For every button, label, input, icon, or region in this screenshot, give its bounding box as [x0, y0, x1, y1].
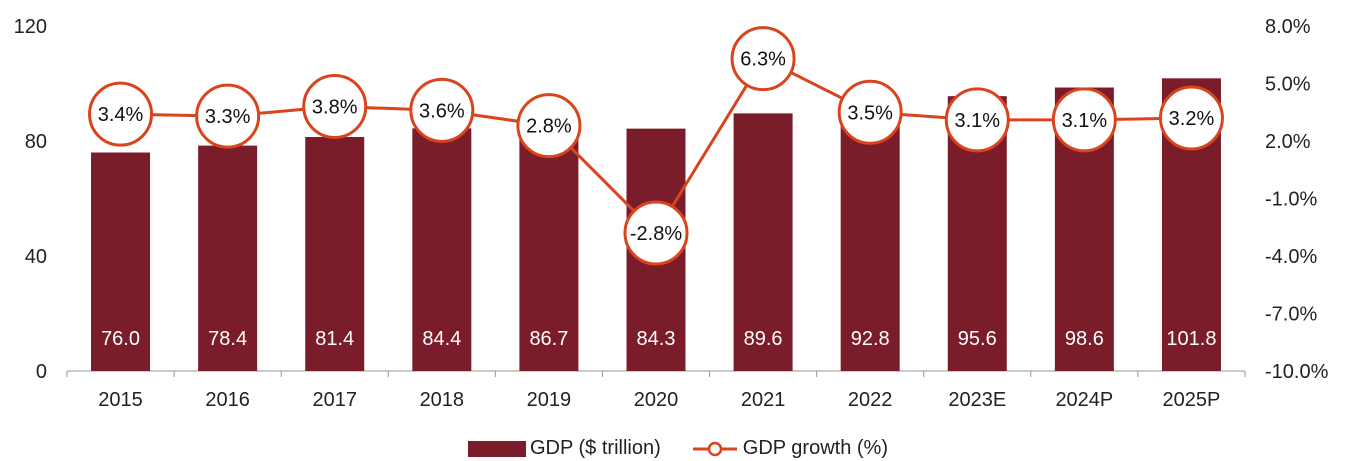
y-left-tick-label: 0: [36, 361, 47, 383]
y-right-tick-label: -4.0%: [1265, 246, 1317, 268]
x-tick-label: 2016: [205, 389, 250, 411]
growth-point: [837, 79, 903, 145]
growth-point-label: 3.1%: [1062, 110, 1108, 132]
gdp-bar-label: 81.4: [315, 328, 354, 350]
x-tick-label: 2023E: [948, 389, 1006, 411]
gdp-bar: [305, 136, 365, 371]
gdp-bar-label: 76.0: [101, 328, 140, 350]
y-right-tick-label: 5.0%: [1265, 74, 1311, 96]
legend: GDP ($ trillion) GDP growth (%): [0, 436, 1356, 461]
gdp-bar: [198, 145, 258, 371]
legend-item-gdp: GDP ($ trillion): [467, 437, 661, 460]
y-right-tick-label: -10.0%: [1265, 361, 1329, 383]
growth-point: [1051, 87, 1117, 153]
x-tick-label: 2025P: [1163, 389, 1221, 411]
gdp-bar: [519, 121, 579, 371]
legend-line-swatch: [692, 441, 737, 456]
growth-point-label: 6.3%: [740, 49, 786, 71]
gdp-bar-label: 95.6: [958, 328, 997, 350]
gdp-bar: [840, 104, 900, 371]
gdp-bar-label: 78.4: [208, 328, 247, 350]
growth-point-label: 3.1%: [954, 110, 1000, 132]
legend-item-growth: GDP growth (%): [691, 437, 888, 460]
x-tick-label: 2020: [634, 389, 679, 411]
growth-point-label: 3.4%: [98, 104, 144, 126]
growth-point: [944, 87, 1010, 153]
gdp-bars: 76.0 78.4 81.4 84.4 86.7 84.3 89.6 92.8 95.6 98.6…: [91, 78, 1221, 372]
y-right-tick-label: -1.0%: [1265, 189, 1317, 211]
axes: 2015 2016 2017 2018 2019 2020 2021 2022 2023E 202…: [14, 16, 1329, 411]
gdp-bar-label: 101.8: [1166, 328, 1216, 350]
gdp-chart: 2015 2016 2017 2018 2019 2020 2021 2022 2023E 202…: [14, 16, 1329, 411]
y-left-tick-label: 120: [14, 16, 47, 38]
x-tick-label: 2015: [98, 389, 143, 411]
gdp-bar: [733, 113, 793, 372]
growth-point: [195, 83, 261, 149]
legend-line-label: GDP growth (%): [742, 437, 888, 459]
growth-point: [1158, 85, 1224, 151]
gdp-bar-label: 86.7: [529, 328, 568, 350]
x-tick-label: 2021: [741, 389, 786, 411]
gdp-bar-label: 84.4: [422, 328, 461, 350]
growth-point-label: 3.3%: [205, 106, 251, 128]
gdp-bar: [412, 128, 472, 371]
y-right-tick-label: 2.0%: [1265, 131, 1311, 153]
growth-point: [302, 74, 368, 139]
growth-point-label: 2.8%: [526, 116, 572, 138]
gdp-bar-label: 92.8: [851, 328, 890, 350]
growth-point-label: -2.8%: [630, 223, 682, 245]
growth-point: [409, 77, 475, 143]
x-tick-label: 2024P: [1055, 389, 1113, 411]
growth-point: [623, 200, 689, 266]
growth-point-label: 3.6%: [419, 100, 465, 122]
x-tick-label: 2019: [527, 389, 572, 411]
gdp-bar-label: 84.3: [637, 328, 676, 350]
growth-point: [516, 93, 582, 159]
x-tick-label: 2017: [312, 389, 357, 411]
x-tick-label: 2022: [848, 389, 893, 411]
growth-points: 3.4% 3.3% 3.8% 3.6% 2.8% -2.8% 6.3% 3.5% 3.1% 3.1…: [88, 26, 1224, 266]
legend-bar-swatch: [467, 440, 526, 457]
gdp-bar: [91, 152, 151, 371]
legend-bar-label: GDP ($ trillion): [529, 437, 661, 459]
growth-point: [730, 26, 796, 92]
growth-point-label: 3.5%: [847, 102, 893, 124]
gdp-bar-label: 89.6: [744, 328, 783, 350]
y-right-tick-label: -7.0%: [1265, 304, 1317, 326]
x-tick-label: 2018: [420, 389, 465, 411]
y-right-tick-label: 8.0%: [1265, 16, 1311, 38]
gdp-bar-label: 98.6: [1065, 328, 1104, 350]
growth-point-label: 3.2%: [1169, 108, 1215, 130]
y-left-tick-label: 40: [25, 246, 47, 268]
y-left-tick-label: 80: [25, 131, 47, 153]
growth-point: [88, 81, 154, 147]
growth-point-label: 3.8%: [312, 97, 358, 119]
